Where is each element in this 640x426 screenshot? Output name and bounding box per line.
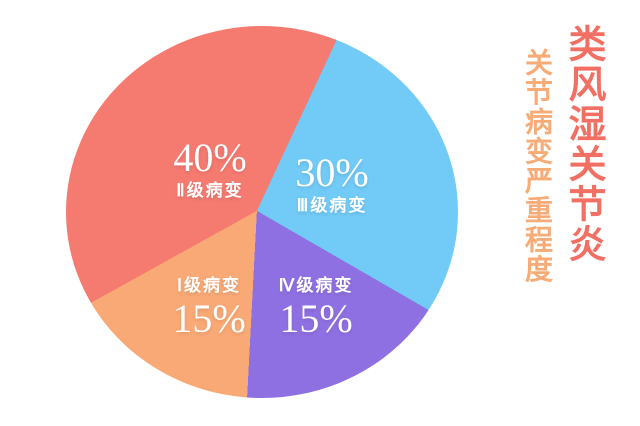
slice-category-level-1: Ⅰ级病变: [176, 276, 242, 295]
slice-category-level-4: Ⅳ级病变: [278, 276, 354, 295]
slice-percent-level-2: 40%: [173, 135, 247, 180]
slice-category-level-2: Ⅱ级病变: [176, 181, 244, 200]
slice-percent-level-3: 30%: [295, 150, 369, 195]
slice-label-level-4: Ⅳ级病变 15%: [279, 277, 354, 341]
slice-label-level-3: 30% Ⅲ级病变: [295, 151, 368, 215]
chart-title: 类风湿关节炎: [562, 24, 604, 264]
slice-percent-level-1: 15%: [172, 296, 246, 341]
pie-chart: [66, 26, 458, 398]
slice-category-level-3: Ⅲ级病变: [296, 196, 368, 215]
slice-percent-level-4: 15%: [279, 296, 353, 341]
slice-label-level-2: 40% Ⅱ级病变: [173, 136, 246, 200]
slice-label-level-1: Ⅰ级病变 15%: [172, 277, 245, 341]
chart-subtitle: 关节病变严重程度: [522, 48, 553, 284]
